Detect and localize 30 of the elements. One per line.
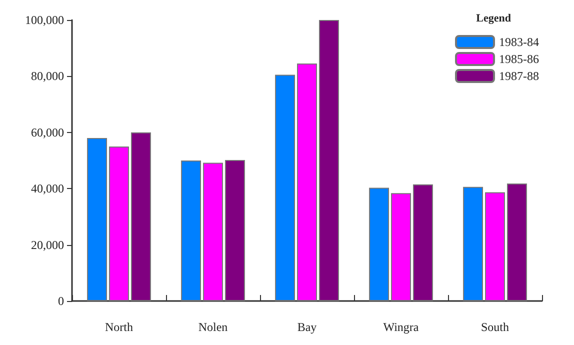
- bar: [130, 132, 151, 301]
- legend-title: Legend: [476, 12, 512, 24]
- legend-label: 1985-86: [499, 52, 540, 66]
- y-tick-label: 0: [58, 294, 64, 308]
- bar: [109, 146, 129, 301]
- bar: [369, 188, 390, 301]
- x-tick-label: South: [480, 320, 510, 334]
- x-tick-label: North: [105, 320, 133, 334]
- x-tick-label: Bay: [297, 320, 317, 334]
- bar: [391, 193, 411, 301]
- bar: [224, 160, 245, 301]
- y-tick-label: 20,000: [31, 238, 64, 252]
- bar: [87, 138, 108, 301]
- x-tick-label: Wingra: [383, 320, 420, 334]
- bar: [297, 64, 317, 301]
- bar: [506, 184, 527, 301]
- legend-label: 1987-88: [499, 69, 540, 83]
- bar: [485, 192, 505, 301]
- y-tick-label: 80,000: [31, 69, 64, 84]
- bar: [181, 160, 202, 301]
- bar: [318, 20, 339, 301]
- x-tick-label: Nolen: [198, 320, 228, 334]
- bar: [203, 162, 223, 301]
- y-tick-label: 60,000: [31, 125, 64, 140]
- bar: [412, 184, 433, 301]
- legend-label: 1983-84: [499, 35, 540, 49]
- y-tick-label: 40,000: [31, 182, 64, 196]
- bar: [463, 186, 484, 301]
- bar: [275, 74, 296, 301]
- y-tick-label: 100,000: [25, 13, 64, 27]
